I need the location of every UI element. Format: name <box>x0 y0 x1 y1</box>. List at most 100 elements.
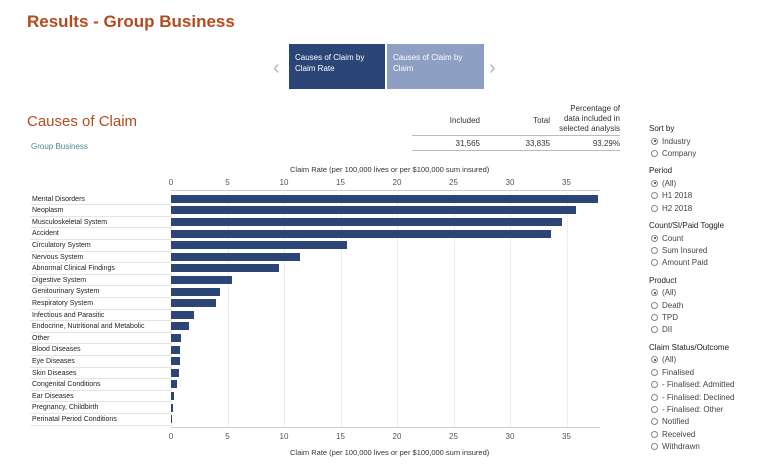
filter-option[interactable]: Company <box>651 149 696 158</box>
page-title: Results - Group Business <box>27 12 235 31</box>
x-tick-label-bottom: 10 <box>279 432 289 441</box>
filter-option[interactable]: Death <box>651 301 683 310</box>
radio-icon[interactable] <box>651 356 658 364</box>
category-label: Abnormal Clinical Findings <box>32 265 115 273</box>
gridline <box>227 193 229 427</box>
filter-option[interactable]: H2 2018 <box>651 204 692 213</box>
radio-icon[interactable] <box>651 259 658 267</box>
filter-option-label: H1 2018 <box>662 191 693 201</box>
row-separator <box>30 389 171 391</box>
filter-option-label: Count <box>662 233 684 243</box>
filter-option[interactable]: DII <box>651 325 672 334</box>
filter-option[interactable]: Withdrawn <box>651 442 700 451</box>
filter-option[interactable]: Count <box>651 234 683 243</box>
filter-option-label: H2 2018 <box>662 203 693 213</box>
x-tick-label-top: 0 <box>168 178 174 187</box>
filter-heading: Sort by <box>649 124 675 133</box>
filter-option[interactable]: (All) <box>651 179 676 188</box>
x-tick-label-bottom: 0 <box>168 432 174 441</box>
gridline <box>171 193 172 427</box>
row-separator <box>30 262 171 264</box>
filter-option[interactable]: Notified <box>651 417 689 426</box>
filter-option[interactable]: TPD <box>651 313 678 322</box>
filter-option-label: Finalised <box>662 367 695 377</box>
category-label: Nervous System <box>32 253 84 261</box>
row-separator <box>30 343 171 345</box>
radio-icon[interactable] <box>651 418 658 426</box>
category-label: Perinatal Period Conditions <box>32 415 117 423</box>
filter-option[interactable]: Amount Paid <box>651 258 708 267</box>
filter-option-label: Death <box>662 300 684 310</box>
chevron-right-icon[interactable]: › <box>489 57 496 79</box>
filter-heading: Period <box>649 166 673 176</box>
bar <box>171 206 576 215</box>
tab-causes-by-claim-rate[interactable]: Causes of Claim by Claim Rate <box>289 44 385 89</box>
filter-option[interactable]: - Finalised: Admitted <box>651 380 734 389</box>
radio-icon[interactable] <box>651 314 658 321</box>
row-separator <box>30 320 171 322</box>
category-label: Skin Diseases <box>32 369 77 377</box>
filter-option-label: Amount Paid <box>662 258 708 268</box>
tab-causes-by-claim[interactable]: Causes of Claim by Claim <box>387 44 484 89</box>
filter-option-label: Sum Insured <box>662 245 708 255</box>
x-tick-label-bottom: 20 <box>392 432 402 441</box>
summary-value-included: 31,565 <box>455 139 480 148</box>
radio-icon[interactable] <box>651 179 658 187</box>
bar <box>171 287 220 296</box>
filter-option-label: (All) <box>662 355 677 365</box>
filter-option-label: (All) <box>662 288 677 298</box>
radio-icon[interactable] <box>651 301 658 309</box>
radio-icon[interactable] <box>651 246 658 254</box>
filter-option[interactable]: (All) <box>651 288 676 297</box>
filter-option[interactable]: Finalised <box>651 368 694 377</box>
category-label: Musculoskeletal System <box>32 218 108 226</box>
radio-icon[interactable] <box>651 204 658 212</box>
radio-icon[interactable] <box>651 137 658 145</box>
bar <box>171 276 233 284</box>
filter-option[interactable]: Industry <box>651 137 690 146</box>
x-axis-title-bottom: Claim Rate (per 100,000 lives or per $10… <box>290 448 490 457</box>
bar <box>171 252 300 261</box>
category-label: Mental Disorders <box>32 195 85 203</box>
x-tick-label-bottom: 15 <box>336 432 345 441</box>
radio-icon[interactable] <box>651 405 658 413</box>
radio-icon[interactable] <box>651 393 658 401</box>
radio-icon[interactable] <box>651 192 658 200</box>
category-label: Pregnancy, Childbirth <box>32 404 99 412</box>
filter-option-label: DII <box>662 325 673 335</box>
filter-option[interactable]: - Finalised: Other <box>651 405 723 414</box>
radio-icon[interactable] <box>651 381 658 389</box>
radio-icon[interactable] <box>651 443 658 451</box>
x-axis-bottom-line <box>171 427 601 428</box>
row-separator <box>30 227 171 229</box>
bar <box>171 345 181 354</box>
chevron-left-icon[interactable]: ‹ <box>273 57 280 79</box>
row-separator <box>30 401 171 403</box>
filter-option[interactable]: Sum Insured <box>651 246 707 255</box>
bar <box>171 357 181 366</box>
category-label: Respiratory System <box>32 299 94 307</box>
filter-option[interactable]: - Finalised: Declined <box>651 393 734 402</box>
filter-option[interactable]: (All) <box>651 355 676 364</box>
radio-icon[interactable] <box>651 289 658 297</box>
radio-icon[interactable] <box>651 368 658 376</box>
category-label: Endocrine, Nutritional and Metabolic <box>32 323 145 331</box>
radio-icon[interactable] <box>651 326 658 334</box>
section-title: Causes of Claim <box>27 113 138 130</box>
row-separator <box>30 238 171 240</box>
radio-icon[interactable] <box>651 234 658 242</box>
filter-option[interactable]: H1 2018 <box>651 191 692 200</box>
filter-heading: Claim Status/Outcome <box>649 342 730 352</box>
gridline <box>510 193 511 427</box>
radio-icon[interactable] <box>651 430 658 438</box>
filter-panel: Sort by Industry Company Period (All) H1 2018… <box>649 0 764 471</box>
section-subtitle: Group Business <box>31 142 88 151</box>
filter-option[interactable]: Received <box>651 430 695 439</box>
bar <box>171 194 599 203</box>
filter-option-label: Withdrawn <box>662 442 700 452</box>
filter-heading: Count/SI/Paid Toggle <box>649 221 725 230</box>
row-separator <box>30 424 171 426</box>
category-label: Infectious and Parasitic <box>32 311 105 319</box>
radio-icon[interactable] <box>651 149 658 157</box>
